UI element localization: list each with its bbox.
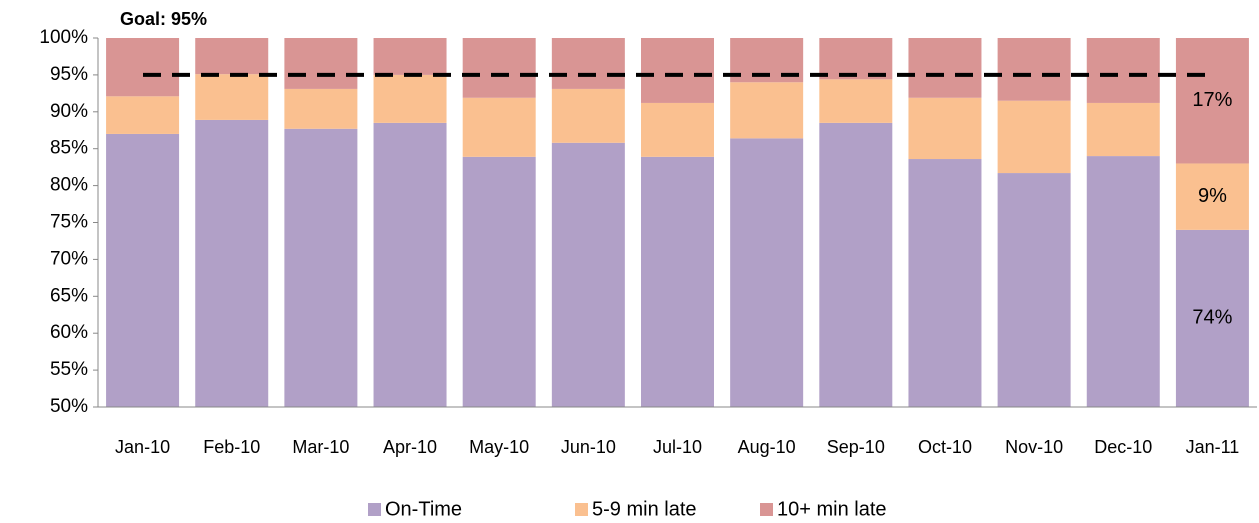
bar-segment xyxy=(997,100,1071,174)
bar-segment xyxy=(373,38,447,75)
bar-segment xyxy=(819,122,893,408)
bar-segment xyxy=(195,74,269,120)
x-tick-label: Sep-10 xyxy=(827,437,885,457)
bar-segment xyxy=(1175,163,1249,230)
y-tick-label: 95% xyxy=(50,64,88,85)
bar-segment xyxy=(997,38,1071,101)
bar-segment xyxy=(908,97,982,160)
bar-segment xyxy=(1086,156,1160,407)
bar-segment xyxy=(373,122,447,408)
x-tick-label: May-10 xyxy=(469,437,529,457)
bar-segment xyxy=(641,102,714,157)
x-tick-label: Jun-10 xyxy=(561,437,616,457)
bar-segment xyxy=(1175,229,1249,407)
bar-segment xyxy=(641,38,714,103)
bar-segment xyxy=(641,156,714,407)
bar-segment xyxy=(1086,102,1160,157)
legend-label: On-Time xyxy=(385,498,462,520)
x-tick-label: Jan-10 xyxy=(115,437,170,457)
bar-segment xyxy=(1086,38,1160,103)
x-tick-label: Jan-11 xyxy=(1186,437,1240,457)
bar-segment xyxy=(551,88,625,143)
y-tick-label: 50% xyxy=(50,396,88,417)
y-tick-label: 60% xyxy=(50,322,88,343)
bar-segment xyxy=(1175,38,1249,164)
x-tick-label: Mar-10 xyxy=(292,437,349,457)
legend-swatch xyxy=(368,503,381,516)
x-tick-label: Oct-10 xyxy=(918,437,972,457)
y-tick-label: 70% xyxy=(50,248,88,269)
x-tick-label: Jul-10 xyxy=(653,437,702,457)
bar-segment xyxy=(106,38,180,97)
y-tick-label: 65% xyxy=(50,285,88,306)
legend-swatch xyxy=(760,503,773,516)
goal-label: Goal: 95% xyxy=(120,9,207,29)
value-label: 9% xyxy=(1198,185,1227,207)
bar-segment xyxy=(819,79,893,123)
y-tick-label: 85% xyxy=(50,138,88,159)
value-label: 74% xyxy=(1192,307,1232,329)
bar-segment xyxy=(195,38,269,75)
x-tick-label: Nov-10 xyxy=(1005,437,1063,457)
y-tick-label: 80% xyxy=(50,175,88,196)
y-tick-label: 90% xyxy=(50,101,88,122)
bar-segment xyxy=(997,173,1071,407)
y-tick-label: 55% xyxy=(50,359,88,380)
x-tick-label: Apr-10 xyxy=(383,437,437,457)
legend-label: 10+ min late xyxy=(777,498,887,520)
bar-segment xyxy=(284,88,358,129)
y-tick-label: 75% xyxy=(50,212,88,233)
x-tick-label: Aug-10 xyxy=(738,437,796,457)
bar-segment xyxy=(908,159,982,407)
x-tick-label: Dec-10 xyxy=(1094,437,1152,457)
bar-segment xyxy=(908,38,982,98)
bar-segment xyxy=(106,96,180,134)
bar-segment xyxy=(730,138,804,408)
bar-segment xyxy=(284,128,358,408)
bar-segment xyxy=(373,74,447,123)
bar-segment xyxy=(106,133,180,407)
bar-segment xyxy=(462,38,536,98)
bar-segment xyxy=(462,97,536,157)
legend-label: 5-9 min late xyxy=(592,498,697,520)
value-label: 17% xyxy=(1192,89,1232,111)
bar-segment xyxy=(195,119,269,407)
y-tick-label: 100% xyxy=(39,27,88,48)
bar-segment xyxy=(551,142,625,407)
bar-segment xyxy=(551,38,625,89)
legend-swatch xyxy=(575,503,588,516)
bar-segment xyxy=(462,156,536,407)
bar-segment xyxy=(730,82,804,139)
bar-segment xyxy=(819,38,893,80)
bar-segment xyxy=(284,38,358,89)
x-tick-label: Feb-10 xyxy=(203,437,260,457)
